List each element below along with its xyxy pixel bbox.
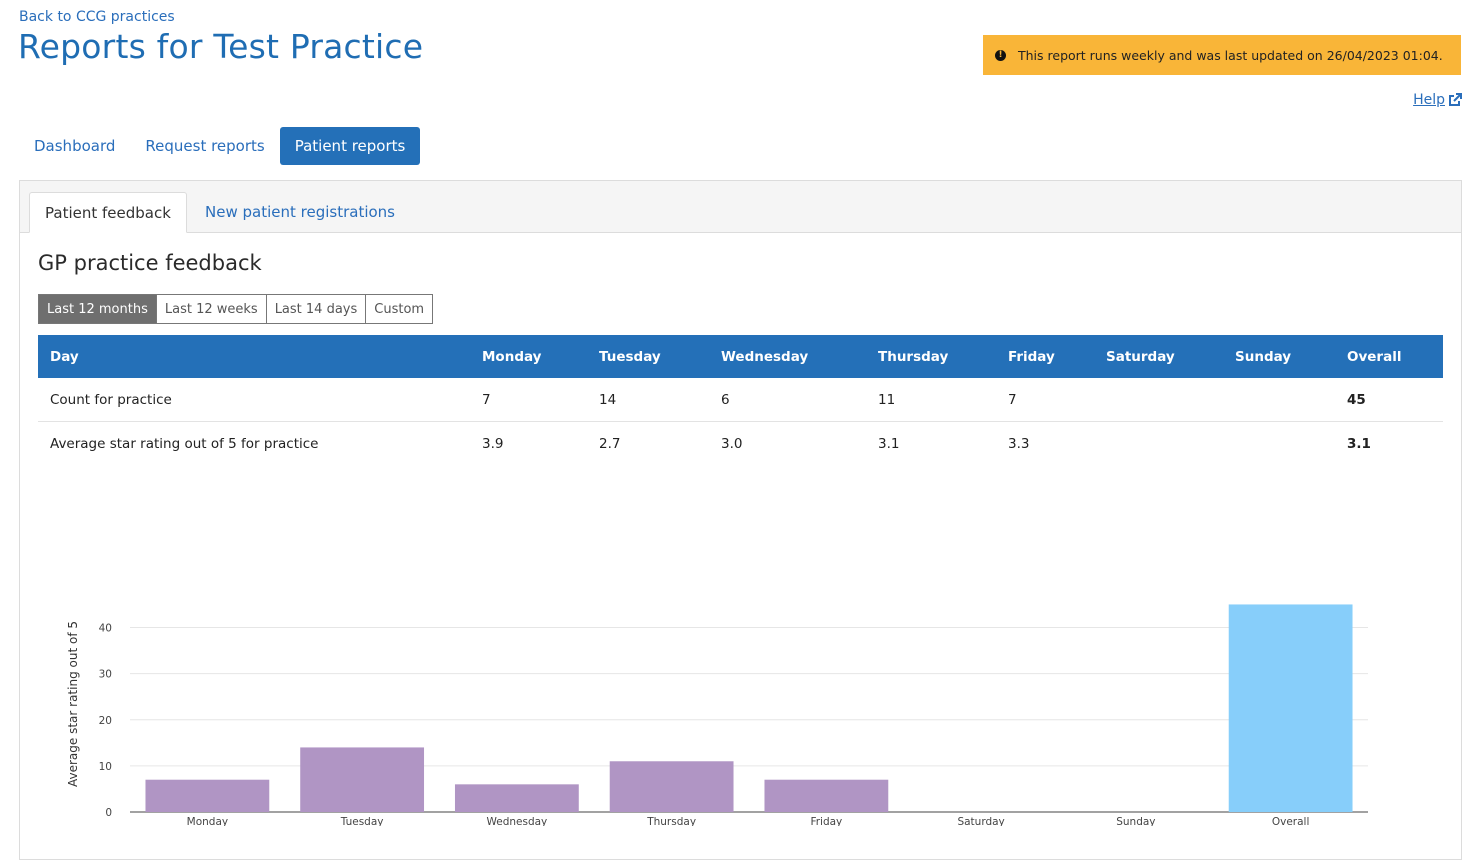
x-tick-label: Saturday (957, 816, 1004, 826)
table-cell: Count for practice (38, 378, 470, 422)
header-cell: Sunday (1223, 335, 1335, 378)
table-cell: 3.9 (482, 435, 504, 452)
y-tick-label: 10 (99, 761, 112, 773)
subtab-new-patient-registrations[interactable]: New patient registrations (205, 203, 395, 221)
y-tick-label: 0 (105, 807, 112, 819)
report-card: Patient feedback New patient registratio… (19, 180, 1462, 860)
bar-thursday (609, 761, 734, 812)
table-cell (1094, 422, 1223, 466)
x-tick-label: Thursday (646, 816, 696, 826)
x-tick-label: Monday (187, 816, 228, 826)
table-header-row: Day Monday Tuesday Wednesday Thursday Fr… (38, 335, 1443, 378)
table-cell: 2.7 (599, 435, 621, 452)
main-tabs: Dashboard Request reports Patient report… (19, 127, 421, 165)
feedback-bar-chart: 0 10 20 30 40 Average star rating out of 5 Mon… (66, 604, 1368, 826)
y-tick-label: 30 (99, 669, 112, 681)
table-cell (1223, 378, 1335, 422)
tab-request-reports[interactable]: Request reports (145, 137, 265, 155)
header-cell: Monday (470, 335, 587, 378)
table-cell: 7 (470, 378, 587, 422)
table-cell: 6 (709, 378, 866, 422)
header-cell: Friday (996, 335, 1094, 378)
header-cell: Day (38, 335, 470, 378)
range-custom[interactable]: Custom (365, 295, 433, 323)
table-row: Average star rating out of 5 for practic… (38, 422, 1443, 466)
date-range-selector: Last 12 months Last 12 weeks Last 14 day… (38, 294, 434, 324)
table-cell: 11 (866, 378, 996, 422)
x-tick-label: Overall (1272, 816, 1310, 826)
header-cell: Overall (1335, 335, 1443, 378)
y-tick-label: 40 (99, 623, 112, 635)
x-tick-label: Friday (810, 816, 842, 826)
table-cell: 7 (996, 378, 1094, 422)
feedback-table: Day Monday Tuesday Wednesday Thursday Fr… (38, 335, 1443, 465)
range-last-12-weeks[interactable]: Last 12 weeks (155, 295, 266, 323)
x-tick-label: Wednesday (486, 816, 547, 826)
table-cell: 3.3 (1008, 435, 1030, 452)
bar-wednesday (454, 784, 579, 812)
external-link-icon (1449, 93, 1462, 106)
table-row: Count for practice 7 14 6 11 7 45 (38, 378, 1443, 422)
section-title: GP practice feedback (38, 251, 262, 275)
update-notice-banner: ! This report runs weekly and was last u… (983, 35, 1461, 75)
bar-tuesday (300, 747, 425, 812)
table-cell: 14 (587, 378, 709, 422)
table-cell: 3.1 (878, 435, 900, 452)
help-label: Help (1413, 92, 1445, 108)
bar-overall (1228, 604, 1353, 812)
table-cell: Average star rating out of 5 for practic… (50, 435, 319, 452)
table-cell: 3.1 (1347, 435, 1371, 452)
x-tick-label: Tuesday (340, 816, 384, 826)
bar-friday (764, 779, 889, 812)
sub-tabs: Patient feedback New patient registratio… (20, 181, 1461, 233)
table-cell: 3.0 (721, 435, 743, 452)
bar-monday (145, 779, 270, 812)
update-notice-text: This report runs weekly and was last upd… (1018, 47, 1443, 63)
range-last-14-days[interactable]: Last 14 days (265, 295, 366, 323)
y-tick-label: 20 (99, 715, 112, 727)
y-axis-title: Average star rating out of 5 (66, 621, 80, 787)
page-title: Reports for Test Practice (18, 27, 424, 66)
table-cell (1094, 378, 1223, 422)
table-cell (1223, 422, 1335, 466)
back-to-ccg-practices-link[interactable]: Back to CCG practices (19, 9, 175, 25)
table-cell: 45 (1335, 378, 1443, 422)
subtab-patient-feedback[interactable]: Patient feedback (29, 192, 187, 233)
header-cell: Wednesday (709, 335, 866, 378)
tab-patient-reports[interactable]: Patient reports (279, 127, 421, 165)
header-cell: Thursday (866, 335, 996, 378)
x-tick-label: Sunday (1116, 816, 1155, 826)
exclamation-circle-icon: ! (995, 49, 1006, 61)
help-link[interactable]: Help (1413, 92, 1462, 108)
range-last-12-months[interactable]: Last 12 months (39, 295, 156, 323)
header-cell: Tuesday (587, 335, 709, 378)
header-cell: Saturday (1094, 335, 1223, 378)
tab-dashboard[interactable]: Dashboard (34, 137, 116, 155)
